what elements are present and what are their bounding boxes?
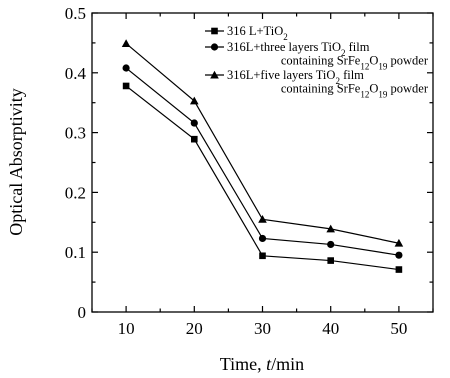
data-point: [191, 135, 198, 143]
x-tick-label: 40: [322, 319, 339, 338]
legend-label: containing SrFe12O19 powder: [281, 54, 429, 72]
y-tick-label: 0.2: [65, 183, 86, 202]
data-point: [258, 234, 267, 243]
legend-label: 316L+five layers TiO2 film: [227, 68, 364, 86]
data-point: [258, 215, 267, 223]
series-2: [122, 64, 403, 259]
x-tick-label: 30: [254, 319, 271, 338]
y-tick-label: 0.1: [65, 243, 86, 262]
y-axis: 0 0.1 0.2 0.3 0.4 0.5: [65, 4, 433, 322]
y-tick-label: 0: [78, 303, 87, 322]
data-point: [395, 251, 403, 259]
x-tick-label: 50: [390, 319, 407, 338]
x-axis: 10 20 30 40 50: [91, 13, 434, 338]
series-1: [122, 82, 403, 273]
data-point: [122, 64, 130, 72]
series-layer: [121, 39, 404, 273]
legend-marker: [210, 70, 219, 79]
legend-entry: 316 L+TiO2: [205, 24, 288, 42]
data-point: [394, 238, 404, 247]
data-point: [122, 82, 130, 90]
legend-marker: [211, 27, 218, 35]
data-point: [121, 39, 131, 47]
legend-label: 316L+three layers TiO2 film: [227, 40, 370, 58]
data-point: [395, 266, 403, 273]
y-tick-label: 0.4: [65, 64, 87, 83]
series-line: [125, 67, 399, 256]
legend-label: containing SrFe12O19 powder: [281, 82, 429, 100]
data-point: [326, 224, 335, 233]
legend-label: 316 L+TiO2: [227, 24, 288, 42]
x-axis-title: Time, t/min: [220, 354, 304, 374]
legend-marker: [210, 43, 219, 51]
x-tick-label: 20: [186, 319, 203, 338]
series-3: [121, 39, 404, 247]
data-point: [259, 252, 266, 260]
data-point: [327, 240, 335, 249]
data-point: [190, 119, 198, 127]
data-point: [190, 96, 199, 105]
y-axis-title: Optical Absorptivity: [6, 88, 26, 236]
x-tick-label: 10: [118, 319, 135, 338]
y-tick-label: 0.3: [65, 124, 86, 143]
data-point: [327, 257, 334, 264]
y-tick-label: 0.5: [65, 4, 86, 23]
